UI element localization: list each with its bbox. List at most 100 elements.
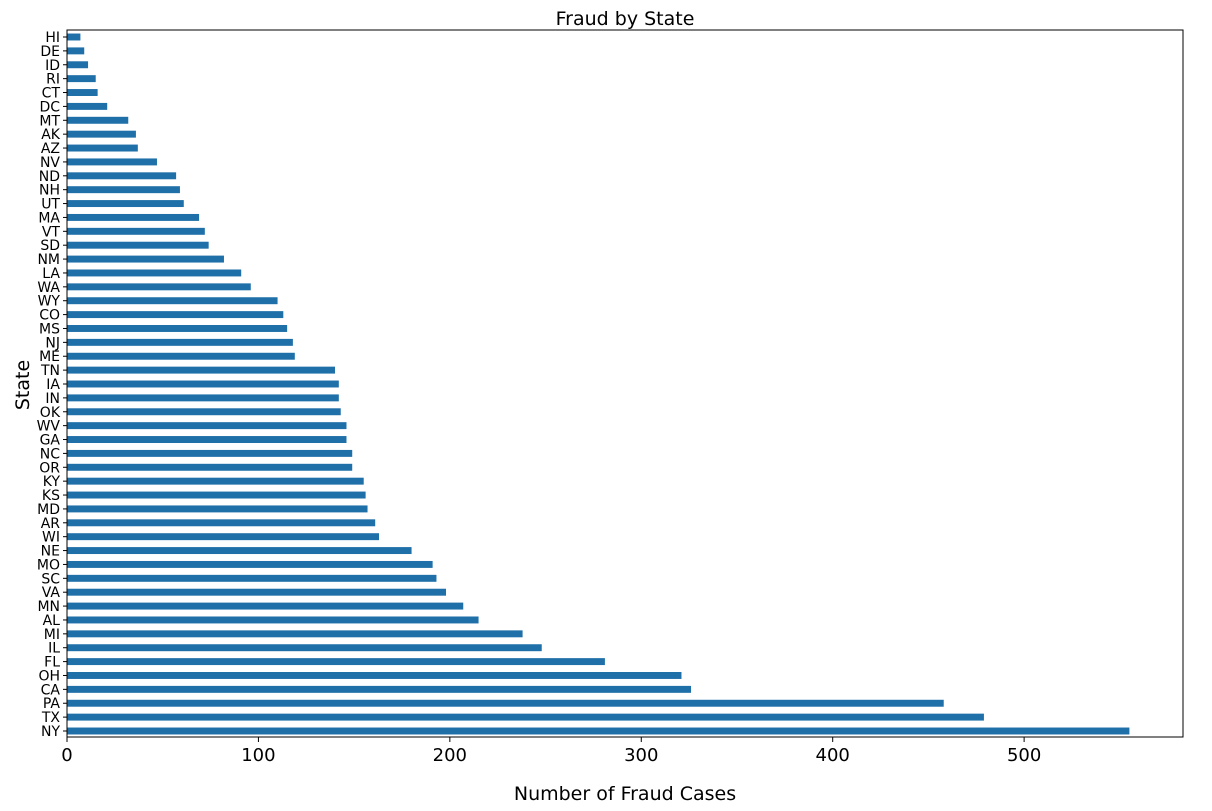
y-tick-label: NY bbox=[41, 724, 60, 740]
x-tick-group: 0 100 200 300 400 500 bbox=[61, 737, 1041, 766]
y-tick-label: KY bbox=[43, 474, 61, 490]
y-tick-label: TN bbox=[40, 363, 60, 379]
y-tick-label: DE bbox=[40, 44, 60, 60]
bar-mi bbox=[67, 630, 523, 638]
bar-al bbox=[67, 616, 479, 624]
bar-nj bbox=[67, 338, 293, 346]
bar-ks bbox=[67, 491, 366, 499]
bar-ri bbox=[67, 75, 96, 83]
x-tick-label: 0 bbox=[61, 745, 72, 766]
bar-mo bbox=[67, 560, 433, 568]
y-tick-label: FL bbox=[44, 655, 60, 671]
y-tick-label: SC bbox=[41, 571, 60, 587]
y-tick-label: MI bbox=[44, 627, 60, 643]
bar-me bbox=[67, 352, 295, 360]
bar-ms bbox=[67, 325, 288, 332]
y-tick-label: VA bbox=[42, 585, 61, 601]
y-tick-label: CA bbox=[41, 682, 61, 698]
y-tick-label: IA bbox=[46, 377, 60, 393]
y-tick-label: IL bbox=[48, 641, 60, 657]
y-tick-label: DC bbox=[39, 99, 60, 115]
y-tick-label: OK bbox=[40, 405, 61, 421]
bar-id bbox=[67, 61, 89, 69]
bar-mt bbox=[67, 116, 129, 124]
y-tick-label: WI bbox=[42, 530, 60, 546]
y-tick-label: KS bbox=[42, 488, 60, 504]
y-tick-label: ME bbox=[39, 349, 60, 365]
y-tick-label: MN bbox=[37, 599, 60, 615]
y-tick-label: SD bbox=[40, 238, 60, 254]
bar-fl bbox=[67, 658, 605, 666]
y-tick-label: ID bbox=[45, 58, 60, 74]
x-tick-label: 100 bbox=[241, 745, 275, 766]
x-tick-label: 200 bbox=[433, 745, 467, 766]
bar-wi bbox=[67, 533, 380, 541]
bar-mn bbox=[67, 602, 464, 610]
y-tick-label: WY bbox=[38, 294, 61, 310]
bar-tn bbox=[67, 366, 335, 374]
y-tick-label: AR bbox=[41, 516, 61, 532]
y-tick-label: AZ bbox=[41, 141, 60, 157]
y-tick-group: NYTXPACAOHFLILMIALMNVASCMONEWIARMDKSKYOR… bbox=[37, 30, 67, 740]
bar-md bbox=[67, 505, 368, 513]
bar-nd bbox=[67, 172, 177, 180]
y-tick-label: NJ bbox=[45, 335, 60, 351]
bar-tx bbox=[67, 713, 984, 721]
bar-dc bbox=[67, 102, 108, 110]
y-tick-label: TX bbox=[41, 710, 61, 726]
bar-in bbox=[67, 394, 339, 402]
y-tick-label: NV bbox=[40, 155, 60, 171]
y-tick-label: CO bbox=[39, 308, 60, 324]
bar-wy bbox=[67, 297, 278, 305]
bar-la bbox=[67, 269, 242, 277]
y-tick-label: NC bbox=[40, 446, 60, 462]
bar-or bbox=[67, 463, 353, 471]
bar-oh bbox=[67, 672, 682, 679]
bar-hi bbox=[67, 33, 81, 41]
y-tick-label: MA bbox=[38, 210, 60, 226]
x-tick-label: 300 bbox=[624, 745, 658, 766]
bar-sc bbox=[67, 574, 437, 582]
y-axis-label: State bbox=[12, 360, 34, 410]
bar-wv bbox=[67, 422, 347, 430]
y-tick-label: MS bbox=[39, 321, 60, 337]
y-tick-label: AL bbox=[43, 613, 61, 629]
bar-il bbox=[67, 644, 542, 652]
bar-ak bbox=[67, 130, 136, 138]
bar-vt bbox=[67, 227, 205, 235]
x-axis-label: Number of Fraud Cases bbox=[514, 783, 736, 805]
y-tick-label: NM bbox=[37, 252, 60, 268]
y-tick-label: OH bbox=[38, 668, 60, 684]
bar-co bbox=[67, 311, 284, 319]
y-tick-label: WA bbox=[37, 280, 60, 296]
y-tick-label: UT bbox=[41, 197, 60, 213]
bar-ca bbox=[67, 685, 692, 693]
x-tick-label: 500 bbox=[1007, 745, 1041, 766]
bar-nm bbox=[67, 255, 224, 263]
y-tick-label: MT bbox=[39, 113, 60, 129]
bar-nv bbox=[67, 158, 157, 166]
bar-va bbox=[67, 588, 447, 596]
plot-area-frame bbox=[66, 29, 1184, 738]
y-tick-label: AK bbox=[41, 127, 61, 143]
bar-ut bbox=[67, 200, 184, 208]
bar-de bbox=[67, 47, 85, 55]
bars-group bbox=[67, 33, 1130, 735]
bar-nh bbox=[67, 186, 180, 194]
y-tick-label: OR bbox=[39, 460, 60, 476]
y-tick-label: RI bbox=[46, 72, 60, 88]
y-tick-label: ND bbox=[39, 169, 60, 185]
bar-ny bbox=[67, 727, 1130, 735]
bar-ne bbox=[67, 547, 412, 555]
bar-ar bbox=[67, 519, 376, 527]
bar-wa bbox=[67, 283, 251, 291]
y-tick-label: VT bbox=[42, 224, 61, 240]
chart-title: Fraud by State bbox=[556, 8, 695, 30]
bar-ok bbox=[67, 408, 341, 416]
bar-ma bbox=[67, 213, 200, 221]
y-tick-label: HI bbox=[45, 30, 60, 46]
y-tick-label: MO bbox=[37, 557, 60, 573]
bar-sd bbox=[67, 241, 209, 249]
